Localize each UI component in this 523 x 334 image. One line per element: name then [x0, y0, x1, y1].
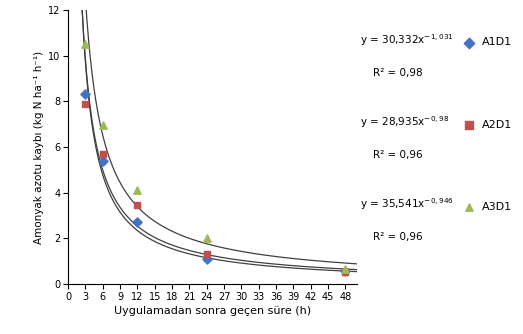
Point: [98, 151, 107, 156]
Point: [81, 41, 89, 47]
X-axis label: Uygulamadan sonra geçen süre (h): Uygulamadan sonra geçen süre (h): [114, 306, 311, 316]
Point: [133, 202, 142, 208]
Point: [202, 252, 211, 257]
Point: [98, 123, 107, 128]
Point: [81, 101, 89, 106]
Text: A3D1: A3D1: [481, 202, 511, 212]
Point: [341, 267, 349, 272]
Text: R² = 0,96: R² = 0,96: [372, 232, 422, 242]
Point: [341, 269, 349, 274]
Point: [133, 220, 142, 225]
Point: [81, 92, 89, 97]
Point: [341, 270, 349, 275]
Point: [202, 235, 211, 241]
Point: [202, 256, 211, 262]
Text: R² = 0,96: R² = 0,96: [372, 150, 422, 160]
Text: y = 28,935x$^{-0,98}$: y = 28,935x$^{-0,98}$: [360, 114, 449, 130]
Text: R² = 0,98: R² = 0,98: [372, 67, 422, 77]
Text: A2D1: A2D1: [481, 120, 511, 130]
Point: [98, 158, 107, 163]
Point: [133, 188, 142, 193]
Y-axis label: Amonyak azotu kaybı (kg N ha⁻¹ h⁻¹): Amonyak azotu kaybı (kg N ha⁻¹ h⁻¹): [34, 50, 44, 243]
Text: y = 35,541x$^{-0,946}$: y = 35,541x$^{-0,946}$: [360, 196, 454, 212]
Text: y = 30,332x$^{-1,031}$: y = 30,332x$^{-1,031}$: [360, 32, 453, 48]
Text: A1D1: A1D1: [481, 37, 511, 47]
